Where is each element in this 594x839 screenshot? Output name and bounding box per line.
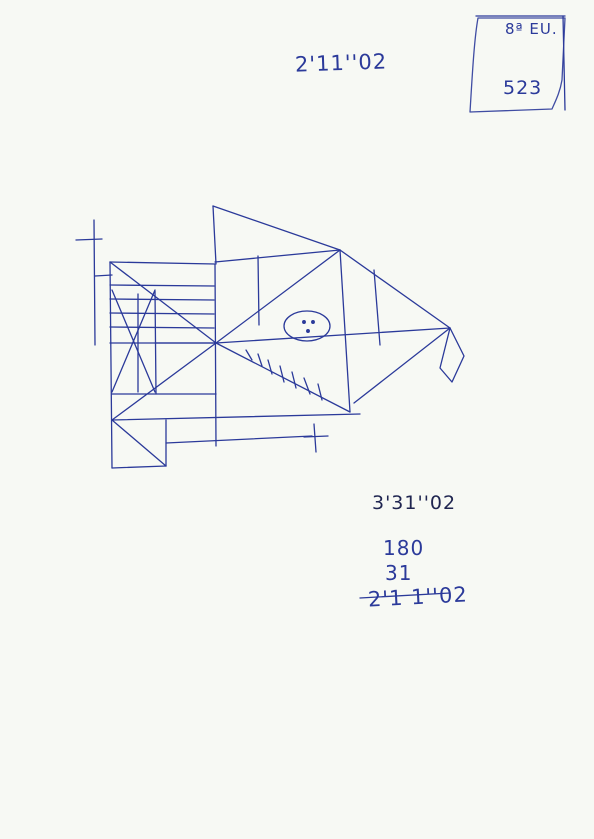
left-plus-h [75, 238, 103, 241]
outer-top-left [109, 261, 216, 265]
top-triangle-left [212, 205, 217, 265]
calculation-line-2: 31 [385, 561, 413, 585]
right-diamond [439, 327, 465, 383]
left-tick [94, 274, 113, 277]
vline-3 [257, 255, 260, 326]
code-number: 523 [503, 77, 543, 99]
outer-top-mid [214, 249, 341, 263]
code-box-right [562, 15, 566, 111]
calc-divider [359, 592, 451, 599]
outer-left [109, 261, 113, 469]
code-label: 8ª EU. [505, 20, 558, 38]
bottom-plus-h [303, 435, 329, 438]
calculation-title: 3'31''02 [372, 492, 457, 514]
left-plus-v [93, 219, 96, 346]
vline-2 [214, 263, 217, 447]
vline-5 [373, 269, 381, 346]
bottom-row-line [111, 413, 361, 421]
center-right-line [215, 327, 451, 344]
code-box [469, 17, 566, 113]
calculation-result: 2'1 1''02 [367, 582, 469, 612]
face-circle [283, 310, 331, 342]
vline-4 [339, 249, 351, 413]
top-triangle-right [212, 205, 341, 251]
top-time-note: 2'11''02 [294, 49, 388, 77]
calculation-line-1: 180 [383, 536, 425, 560]
bottom-plus-v [313, 423, 317, 453]
